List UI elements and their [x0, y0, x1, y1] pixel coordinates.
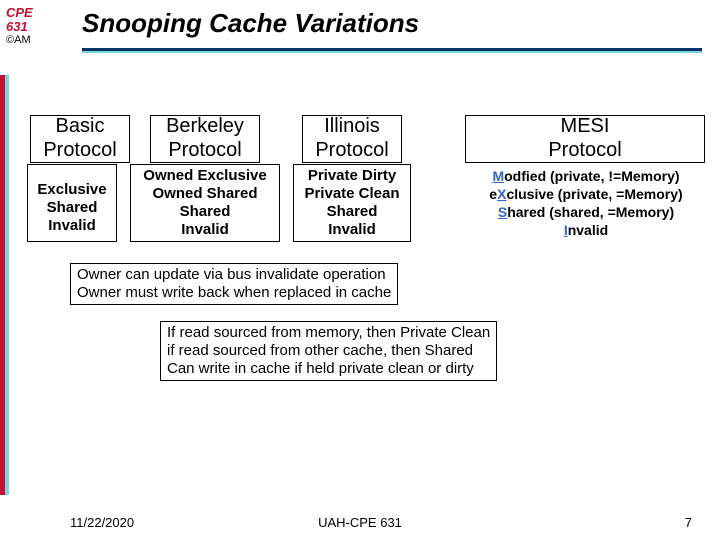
sidebar-cyan-stripe	[5, 75, 9, 495]
illinois-s4: Invalid	[293, 221, 411, 239]
mesi-modified: Modfied (private, !=Memory)	[458, 167, 714, 185]
mesi-invalid: Invalid	[458, 221, 714, 239]
illinois-s1: Private Dirty	[293, 167, 411, 185]
mesi-exclusive: eXclusive (private, =Memory)	[458, 185, 714, 203]
slide-content: Basic Protocol Berkeley Protocol Illinoi…	[30, 115, 714, 381]
berkeley-l1: Berkeley	[162, 115, 248, 139]
berkeley-l2: Protocol	[164, 139, 245, 163]
basic-s1: Exclusive	[30, 181, 114, 199]
course-logo: CPE 631 ©AM	[6, 6, 44, 46]
berkeley-s2: Owned Shared	[130, 185, 280, 203]
berkeley-note-l2: Owner must write back when replaced in c…	[77, 284, 391, 302]
illinois-s3: Shared	[293, 203, 411, 221]
logo-sub: ©AM	[6, 34, 44, 46]
footer-page: 7	[685, 515, 692, 530]
illinois-note-l3: Can write in cache if held private clean…	[167, 360, 490, 378]
slide-header: CPE 631 ©AM Snooping Cache Variations	[0, 0, 720, 82]
berkeley-s4: Invalid	[130, 221, 280, 239]
illinois-note-l1: If read sourced from memory, then Privat…	[167, 324, 490, 342]
illinois-l1: Illinois	[320, 115, 384, 139]
footer-date: 11/22/2020	[70, 515, 134, 530]
logo-line2: 631	[6, 20, 44, 34]
mesi-shared: Shared (shared, =Memory)	[458, 203, 714, 221]
illinois-l2: Protocol	[311, 139, 392, 163]
mesi-l1: MESI	[557, 115, 614, 139]
mesi-l2: Protocol	[544, 139, 625, 163]
illinois-note-l2: if read sourced from other cache, then S…	[167, 342, 490, 360]
berkeley-note-l1: Owner can update via bus invalidate oper…	[77, 266, 391, 284]
basic-s3: Invalid	[30, 217, 114, 235]
basic-s2: Shared	[30, 199, 114, 217]
title-underline-cyan	[82, 51, 702, 53]
berkeley-s1: Owned Exclusive	[130, 167, 280, 185]
slide-footer: 11/22/2020 UAH-CPE 631 7	[0, 515, 720, 530]
illinois-s2: Private Clean	[293, 185, 411, 203]
basic-l2: Protocol	[39, 139, 120, 163]
berkeley-s3: Shared	[130, 203, 280, 221]
logo-line1: CPE	[6, 6, 44, 20]
berkeley-note: Owner can update via bus invalidate oper…	[70, 263, 398, 305]
illinois-note: If read sourced from memory, then Privat…	[160, 321, 497, 381]
basic-l1: Basic	[52, 115, 109, 139]
footer-center: UAH-CPE 631	[318, 515, 402, 530]
page-title: Snooping Cache Variations	[82, 8, 419, 39]
